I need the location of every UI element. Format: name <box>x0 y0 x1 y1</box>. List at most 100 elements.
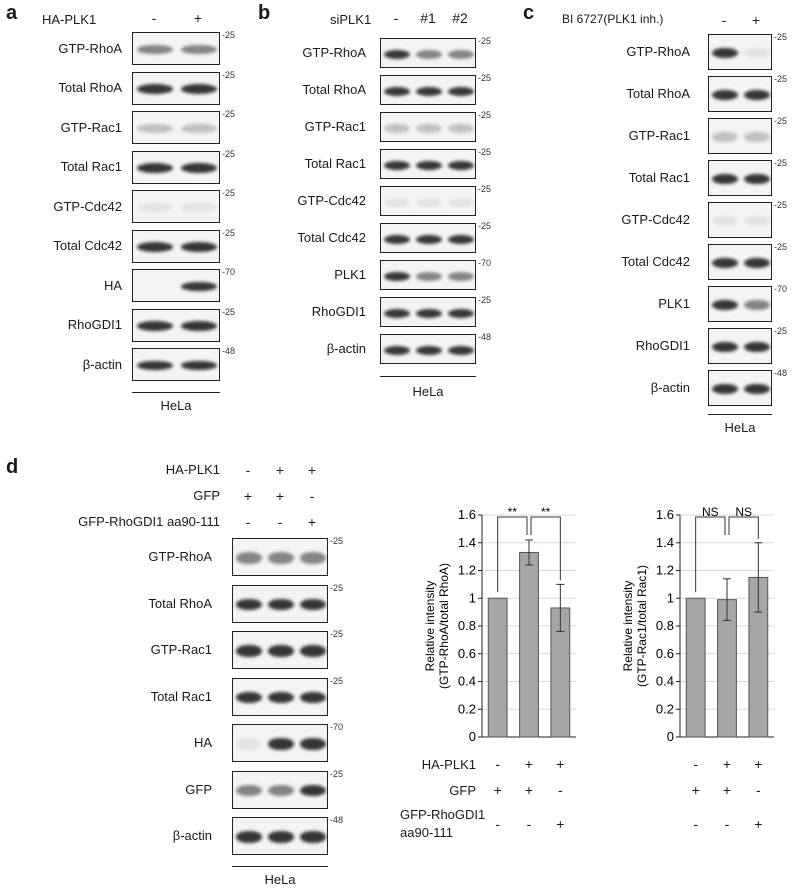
y-tick-label: 0.8 <box>656 618 674 633</box>
blot-band <box>712 173 738 185</box>
blot-band <box>384 49 410 59</box>
blot-row-label: PLK1 <box>658 296 690 311</box>
blot-band <box>181 163 217 173</box>
blot-band <box>137 163 173 173</box>
blot-band <box>384 271 410 281</box>
blot-strip <box>708 370 772 406</box>
lane-sign: #1 <box>420 10 436 26</box>
y-tick-label: 0.4 <box>458 674 476 689</box>
panel-b-cell-line-bar <box>380 376 476 377</box>
x-treatment-sign: + <box>691 782 700 798</box>
blot-strip <box>708 118 772 154</box>
significance-label: ** <box>541 505 551 519</box>
blot-band <box>384 160 410 170</box>
x-treatment-sign: - <box>495 756 500 772</box>
y-tick-label: 1.6 <box>656 507 674 522</box>
blot-band <box>448 123 474 133</box>
significance-bracket <box>530 516 561 581</box>
blot-band <box>744 131 770 143</box>
y-tick-label: 1.2 <box>656 563 674 578</box>
mw-marker: -25 <box>222 148 236 159</box>
panel-letter-c: c <box>523 2 535 24</box>
blot-band <box>181 123 217 134</box>
blot-band <box>416 234 442 244</box>
blot-strip <box>708 328 772 364</box>
y-tick-label: 1.6 <box>458 507 476 522</box>
bar <box>487 597 508 738</box>
significance-label: NS <box>735 505 752 519</box>
blot-band <box>416 49 442 59</box>
x-treatment-sign: + <box>524 782 534 798</box>
mw-marker: -25 <box>222 188 236 198</box>
x-treatment-sign: + <box>524 756 534 772</box>
blot-strip <box>132 190 220 223</box>
panel-a-treatment-label: HA-PLK1 <box>42 12 97 27</box>
blot-band <box>300 598 326 611</box>
panel-b-cell-line: HeLa <box>412 384 444 399</box>
blot-strip <box>132 348 220 381</box>
treatment-label: HA-PLK1 <box>165 462 220 477</box>
blot-band <box>268 691 294 704</box>
blot-strip <box>232 817 328 855</box>
lane-sign: + <box>193 10 203 26</box>
lane-sign: - <box>151 10 157 26</box>
blot-band <box>744 47 770 59</box>
lane-sign: + <box>751 12 761 28</box>
blot-band <box>416 160 442 170</box>
blot-strip <box>132 229 220 263</box>
chart-rhoa-intensity: Relative intensity (GTP-RhoA/total RhoA) 0… <box>423 505 576 744</box>
blot-strip <box>132 32 220 65</box>
blot-strip <box>132 150 220 184</box>
bar <box>685 597 706 738</box>
mw-marker: -25 <box>478 36 492 46</box>
blot-band <box>236 552 262 564</box>
blot-band <box>712 341 738 353</box>
blot-row-label: GTP-Rac1 <box>304 119 366 134</box>
y-axis-label-sub: (GTP-RhoA/total RhoA) <box>437 563 451 689</box>
panel-letter-a: a <box>6 2 18 24</box>
blot-strip <box>708 286 772 322</box>
lane-sign: - <box>245 514 251 530</box>
blot-band <box>712 89 738 101</box>
x-treatment-sign: + <box>754 816 763 832</box>
y-tick-label: 0.6 <box>656 646 674 661</box>
mw-marker: -25 <box>330 768 344 779</box>
mw-marker: -70 <box>222 267 236 277</box>
blot-row-label: Total Rac1 <box>60 159 122 174</box>
x-treatment-label: HA-PLK1 <box>326 756 476 774</box>
y-tick-label: 0.6 <box>458 646 476 661</box>
blot-band <box>236 831 262 843</box>
x-treatment-sign: - <box>495 816 500 832</box>
mw-marker: -25 <box>330 629 344 639</box>
y-axis-label: Relative intensity <box>423 581 437 672</box>
y-tick-label: 0 <box>469 729 476 744</box>
x-treatment-sign: + <box>556 816 565 832</box>
lane-sign: - <box>277 514 283 530</box>
blot-band <box>137 321 173 331</box>
x-treatment-label-text: HA-PLK1 <box>421 757 476 772</box>
blot-band <box>744 215 770 227</box>
y-tick-label: 0.8 <box>458 618 476 633</box>
x-treatment-sign: + <box>754 756 763 772</box>
blot-band <box>300 784 326 797</box>
blot-band <box>137 123 173 134</box>
blot-band <box>448 49 474 59</box>
mw-marker: -25 <box>478 73 492 83</box>
blot-band <box>181 321 217 331</box>
blot-band <box>137 44 173 55</box>
lane-sign: - <box>721 12 727 28</box>
blot-row-label: Total Rac1 <box>628 170 690 185</box>
lane-sign: + <box>307 462 317 478</box>
blot-row-label: Total Cdc42 <box>621 254 690 269</box>
mw-marker: -25 <box>222 69 236 80</box>
mw-marker: -25 <box>330 582 344 593</box>
blot-strip <box>708 244 772 280</box>
blot-band <box>181 281 217 292</box>
blot-band <box>384 308 410 318</box>
blot-row-label: GTP-RhoA <box>302 45 366 60</box>
blot-strip <box>380 334 476 364</box>
mw-marker: -25 <box>774 200 788 210</box>
y-tick-label: 0.4 <box>656 674 674 689</box>
blot-band <box>448 271 474 281</box>
mw-marker: -25 <box>478 110 492 120</box>
